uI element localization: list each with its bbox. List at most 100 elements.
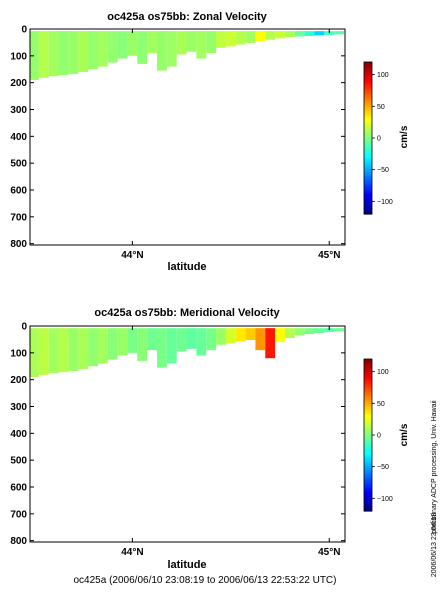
y-tick-label: 200: [10, 375, 27, 386]
colorbar-swatch: [364, 178, 372, 182]
colorbar-swatch: [364, 361, 372, 365]
colorbar-swatch: [364, 389, 372, 393]
colorbar-swatch: [364, 193, 372, 197]
colorbar-swatch: [364, 445, 372, 449]
colorbar-swatch: [364, 77, 372, 81]
colorbar-swatch: [364, 67, 372, 71]
colorbar-swatch: [364, 424, 372, 428]
data-column: [206, 31, 217, 54]
data-column: [48, 31, 59, 77]
data-column: [186, 31, 197, 52]
colorbar-swatch: [364, 364, 372, 368]
colorbar-swatch: [364, 480, 372, 484]
colorbar-swatch: [364, 105, 372, 109]
colorbar-swatch: [364, 485, 372, 489]
colorbar-swatch: [364, 135, 372, 139]
colorbar-swatch: [364, 508, 372, 512]
colorbar-swatch: [364, 168, 372, 172]
data-column: [275, 31, 285, 39]
data-column: [38, 31, 49, 78]
colorbar-swatch: [364, 379, 372, 383]
colorbar-swatch: [364, 183, 372, 187]
data-column: [166, 31, 177, 67]
y-tick-label: 0: [21, 25, 27, 36]
colorbar-swatch: [364, 440, 372, 444]
colorbar-swatch: [364, 188, 372, 192]
colorbar-swatch: [364, 74, 372, 78]
data-column: [225, 31, 236, 47]
colorbar-swatch: [364, 211, 372, 215]
y-tick-label: 500: [10, 456, 27, 467]
data-column: [304, 328, 315, 335]
colorbar-swatch: [364, 465, 372, 469]
colorbar-swatch: [364, 158, 372, 162]
colorbar-swatch: [364, 196, 372, 200]
colorbar-swatch: [364, 92, 372, 96]
colorbar-swatch: [364, 447, 372, 451]
data-column: [127, 31, 138, 56]
colorbar-swatch: [364, 483, 372, 487]
y-tick-label: 400: [10, 429, 27, 440]
data-column: [314, 31, 325, 36]
plot-frame: [29, 28, 346, 246]
colorbar-swatch: [364, 138, 372, 142]
colorbar-label: cm/s: [399, 125, 410, 148]
colorbar-swatch: [364, 203, 372, 207]
data-column: [245, 328, 256, 340]
zonal-data-field: [30, 31, 345, 80]
colorbar-swatch: [364, 69, 372, 73]
colorbar-swatch: [364, 155, 372, 159]
colorbar-swatch: [364, 478, 372, 482]
colorbar-tick-label: −100: [377, 199, 393, 206]
data-column: [78, 328, 89, 369]
colorbar-swatch: [364, 181, 372, 185]
colorbar: 100 50 0 −50 −100: [363, 61, 393, 215]
colorbar-swatch: [364, 490, 372, 494]
colorbar-swatch: [364, 72, 372, 76]
colorbar-tick-label: −100: [377, 496, 393, 503]
colorbar-swatch: [364, 452, 372, 456]
x-tick-label: 45°N: [318, 547, 340, 558]
colorbar-swatch: [364, 503, 372, 507]
data-column: [314, 328, 325, 333]
data-column: [265, 31, 276, 40]
data-column: [156, 31, 167, 71]
colorbar-swatch: [364, 191, 372, 195]
colorbar-swatch: [364, 62, 372, 66]
colorbar-tick-label: 100: [377, 369, 389, 376]
colorbar-swatch: [364, 437, 372, 441]
colorbar-swatch: [364, 82, 372, 86]
colorbar-swatch: [364, 170, 372, 175]
colorbar: 100 50 0 −50 −100: [363, 358, 393, 512]
colorbar-swatch: [364, 102, 372, 106]
data-column: [38, 328, 49, 375]
data-column: [304, 31, 315, 36]
data-column: [58, 328, 69, 373]
colorbar-swatch: [364, 117, 372, 121]
data-column: [88, 328, 98, 367]
colorbar-label: cm/s: [399, 423, 410, 446]
zonal-velocity-panel: oc425a os75bb: Zonal Velocity 0 100 200 300…: [10, 11, 410, 273]
colorbar-swatch: [364, 145, 372, 149]
data-column: [117, 31, 128, 59]
y-tick-label: 200: [10, 78, 27, 89]
colorbar-swatch: [364, 64, 372, 68]
data-column: [107, 31, 118, 63]
data-column: [216, 328, 226, 345]
colorbar-swatch: [364, 160, 372, 164]
y-axis: 0 100 200 300 400 500 600 700 800: [10, 322, 345, 547]
data-column: [30, 31, 39, 80]
colorbar-swatch: [364, 467, 372, 472]
colorbar-swatch: [364, 376, 372, 380]
data-column: [117, 328, 128, 356]
colorbar-swatch: [364, 107, 372, 111]
colorbar-swatch: [364, 404, 372, 408]
x-tick-label: 45°N: [318, 250, 340, 261]
colorbar-swatch: [364, 112, 372, 116]
colorbar-swatch: [364, 143, 372, 147]
data-column: [196, 328, 207, 356]
data-column: [58, 31, 69, 76]
data-column: [245, 31, 256, 43]
colorbar-swatch: [364, 399, 372, 403]
